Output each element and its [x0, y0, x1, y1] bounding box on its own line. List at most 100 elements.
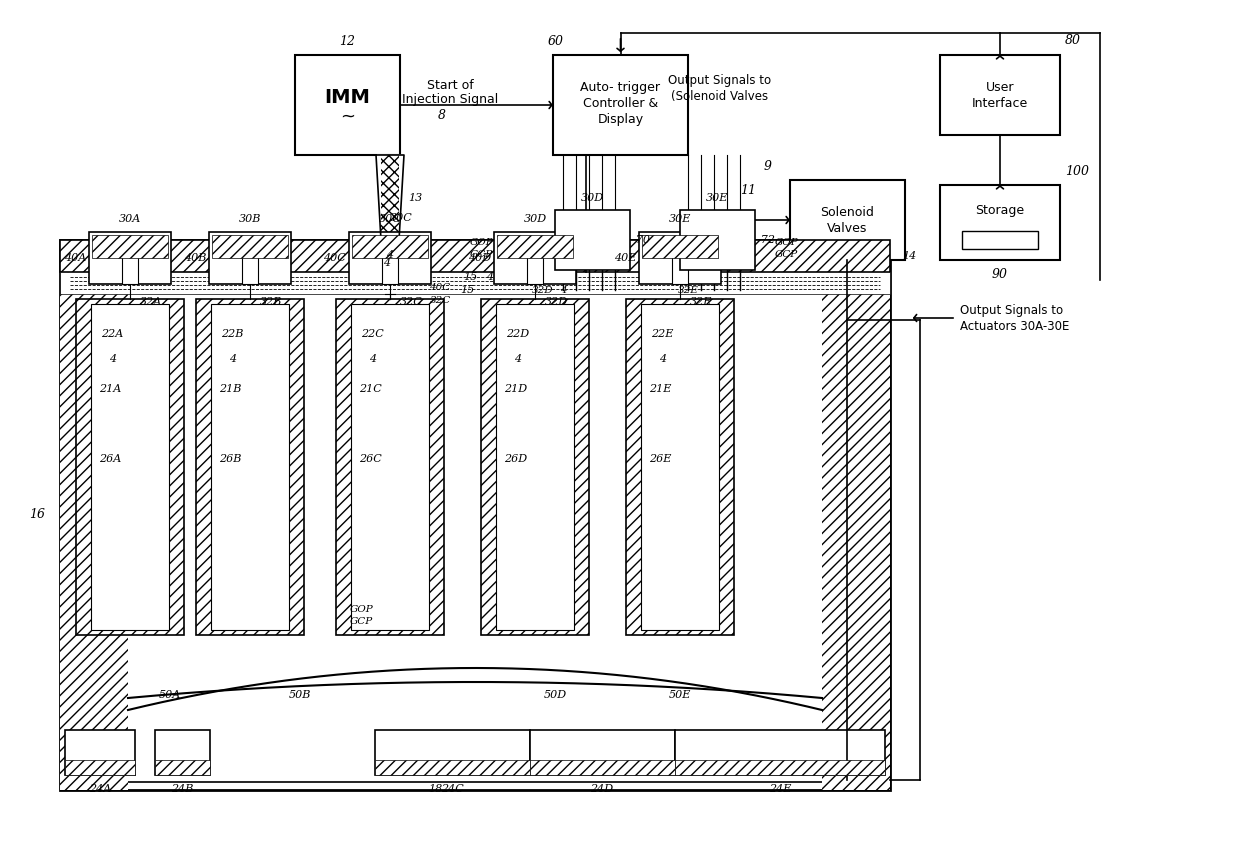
- Text: 32D: 32D: [532, 285, 554, 294]
- Bar: [639, 232, 720, 284]
- Bar: [626, 299, 734, 635]
- Text: 40E: 40E: [614, 253, 636, 263]
- Bar: [553, 55, 688, 155]
- Text: 30C: 30C: [378, 214, 402, 224]
- Text: User: User: [986, 81, 1014, 93]
- Text: GOP: GOP: [470, 237, 494, 246]
- Text: Solenoid: Solenoid: [821, 205, 874, 219]
- Bar: [481, 299, 589, 635]
- Text: 21A: 21A: [99, 384, 122, 394]
- Text: Valves: Valves: [827, 221, 868, 235]
- Bar: [374, 730, 529, 775]
- Text: 22E: 22E: [651, 329, 673, 339]
- Text: 24E: 24E: [769, 784, 791, 794]
- Text: 8: 8: [438, 108, 446, 121]
- Text: 40C: 40C: [429, 283, 450, 292]
- Text: 4: 4: [229, 354, 237, 364]
- Text: 30D: 30D: [523, 214, 547, 224]
- Bar: [348, 232, 432, 284]
- Bar: [962, 230, 1038, 248]
- Bar: [497, 235, 573, 258]
- Text: 26C: 26C: [360, 454, 382, 464]
- Text: Display: Display: [598, 113, 644, 125]
- Text: Injection Signal: Injection Signal: [402, 93, 498, 105]
- Text: Controller &: Controller &: [583, 97, 658, 109]
- Text: IMM: IMM: [325, 87, 371, 107]
- Text: Output Signals to: Output Signals to: [668, 73, 771, 87]
- Text: 21C: 21C: [360, 384, 382, 394]
- Bar: [642, 235, 718, 258]
- Bar: [210, 232, 291, 284]
- Bar: [940, 55, 1060, 135]
- Bar: [381, 155, 399, 240]
- Text: 22C: 22C: [361, 329, 383, 339]
- Text: 4: 4: [387, 250, 393, 260]
- Text: Actuators 30A-30E: Actuators 30A-30E: [960, 320, 1069, 332]
- Bar: [822, 294, 890, 790]
- Text: 12: 12: [340, 34, 356, 47]
- Bar: [60, 272, 890, 294]
- Bar: [352, 235, 428, 258]
- Bar: [155, 730, 210, 775]
- Bar: [556, 210, 630, 270]
- Bar: [196, 299, 304, 635]
- Text: 50A: 50A: [159, 690, 181, 700]
- Text: 40D: 40D: [467, 253, 491, 263]
- Text: 21D: 21D: [503, 384, 527, 394]
- Text: 30C: 30C: [391, 213, 413, 223]
- Bar: [675, 760, 885, 775]
- Text: 50D: 50D: [543, 690, 567, 700]
- Text: 22B: 22B: [221, 329, 243, 339]
- Text: 21B: 21B: [219, 384, 242, 394]
- Bar: [212, 235, 288, 258]
- Text: 32C: 32C: [429, 295, 450, 304]
- Text: 18: 18: [428, 784, 443, 794]
- Bar: [91, 304, 169, 630]
- Text: 30E: 30E: [707, 193, 729, 203]
- Bar: [351, 304, 429, 630]
- Bar: [64, 760, 135, 775]
- Bar: [494, 232, 577, 284]
- Bar: [351, 304, 429, 630]
- Bar: [496, 304, 574, 630]
- Text: 30E: 30E: [668, 214, 691, 224]
- Text: 21E: 21E: [649, 384, 671, 394]
- Text: 30B: 30B: [239, 214, 262, 224]
- Bar: [680, 210, 755, 270]
- Text: GCP: GCP: [470, 250, 494, 258]
- Text: 30D: 30D: [580, 193, 604, 203]
- Bar: [89, 232, 171, 284]
- Text: GCP: GCP: [775, 250, 799, 258]
- Text: 90: 90: [992, 267, 1008, 281]
- Text: 26A: 26A: [99, 454, 122, 464]
- Text: 32C: 32C: [401, 297, 423, 307]
- Bar: [675, 730, 885, 775]
- Text: 32B: 32B: [260, 297, 283, 307]
- Bar: [529, 760, 675, 775]
- Bar: [529, 730, 675, 775]
- Bar: [295, 55, 401, 155]
- Text: 24D: 24D: [590, 784, 614, 794]
- Text: 24C: 24C: [440, 784, 464, 794]
- Text: 4: 4: [660, 354, 667, 364]
- Bar: [76, 299, 184, 635]
- Text: 26D: 26D: [503, 454, 527, 464]
- Text: 32D: 32D: [546, 297, 568, 307]
- Text: 13: 13: [408, 193, 423, 203]
- Text: 32A: 32A: [140, 297, 162, 307]
- Text: 16: 16: [29, 509, 45, 521]
- Text: 14: 14: [901, 251, 916, 261]
- Text: 4: 4: [109, 354, 117, 364]
- Text: 24B: 24B: [171, 784, 193, 794]
- Bar: [211, 304, 289, 630]
- Text: GCP: GCP: [350, 617, 373, 627]
- Bar: [641, 304, 719, 630]
- Bar: [382, 240, 398, 284]
- Bar: [122, 240, 138, 284]
- Bar: [641, 304, 719, 630]
- Bar: [790, 180, 905, 260]
- Bar: [60, 240, 890, 272]
- Text: Auto- trigger: Auto- trigger: [580, 81, 661, 93]
- Text: 32E: 32E: [689, 297, 712, 307]
- Polygon shape: [376, 155, 404, 240]
